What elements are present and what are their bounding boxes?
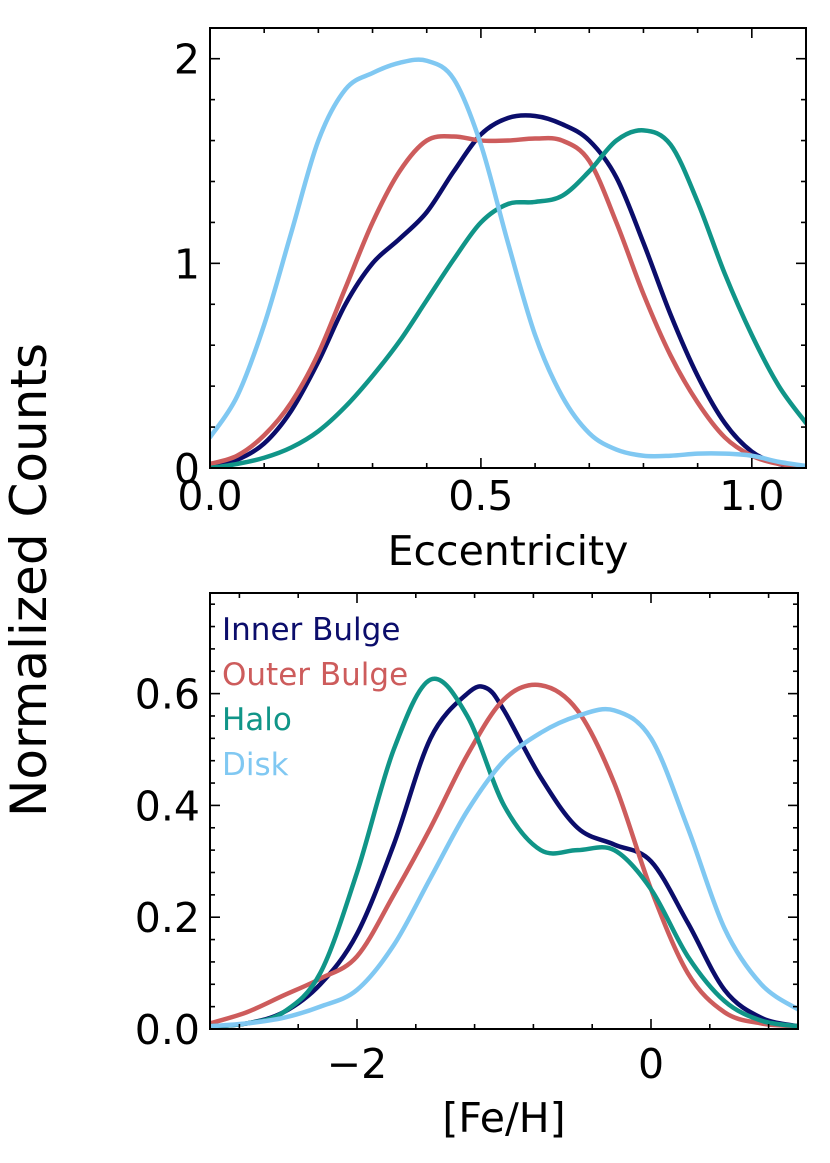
legend-entry-inner-bulge: Inner Bulge <box>222 612 400 648</box>
eccentricity-panel: 0.0 0.5 1.0 0 1 2 Eccentricity <box>174 27 807 575</box>
x-axis-label: [Fe/H] <box>442 1094 565 1142</box>
series-line-outer-bulge <box>210 682 798 1029</box>
series-line-inner-bulge <box>210 684 798 1029</box>
y-tick-label: 0.6 <box>135 671 200 719</box>
y-tick-label: 1 <box>174 240 200 288</box>
x-tick-label: −2 <box>327 1040 387 1088</box>
y-tick-label: 0 <box>174 445 200 493</box>
series-line-disk <box>210 706 798 1029</box>
legend-entry-halo: Halo <box>222 702 292 738</box>
y-tick-label: 0.0 <box>135 1006 200 1054</box>
series-line-outer-bulge <box>210 133 806 468</box>
x-tick-label: 1.0 <box>719 472 784 520</box>
x-tick-label: 0.5 <box>448 472 513 520</box>
axes-frame <box>209 27 807 469</box>
series-line-disk <box>210 57 806 468</box>
series-group <box>210 676 798 1029</box>
x-tick-label: 0.0 <box>177 472 242 520</box>
x-axis-label: Eccentricity <box>388 527 629 575</box>
y-tick-label: 0.2 <box>135 894 200 942</box>
legend-entry-disk: Disk <box>222 747 289 783</box>
metallicity-panel: −2 0 0.0 0.2 0.4 0.6 [Fe/H] Inner Bulge Outer Bu… <box>135 592 799 1142</box>
legend-entry-outer-bulge: Outer Bulge <box>222 657 408 693</box>
series-line-halo <box>210 128 806 468</box>
y-tick-label: 0.4 <box>135 782 200 830</box>
shared-y-axis-label: Normalized Counts <box>0 343 58 817</box>
series-line-halo <box>210 676 798 1029</box>
x-tick-label: 0 <box>638 1040 664 1088</box>
series-line-inner-bulge <box>210 113 806 468</box>
axes-frame <box>209 592 799 1030</box>
series-group <box>210 57 806 468</box>
y-tick-label: 2 <box>174 36 200 84</box>
